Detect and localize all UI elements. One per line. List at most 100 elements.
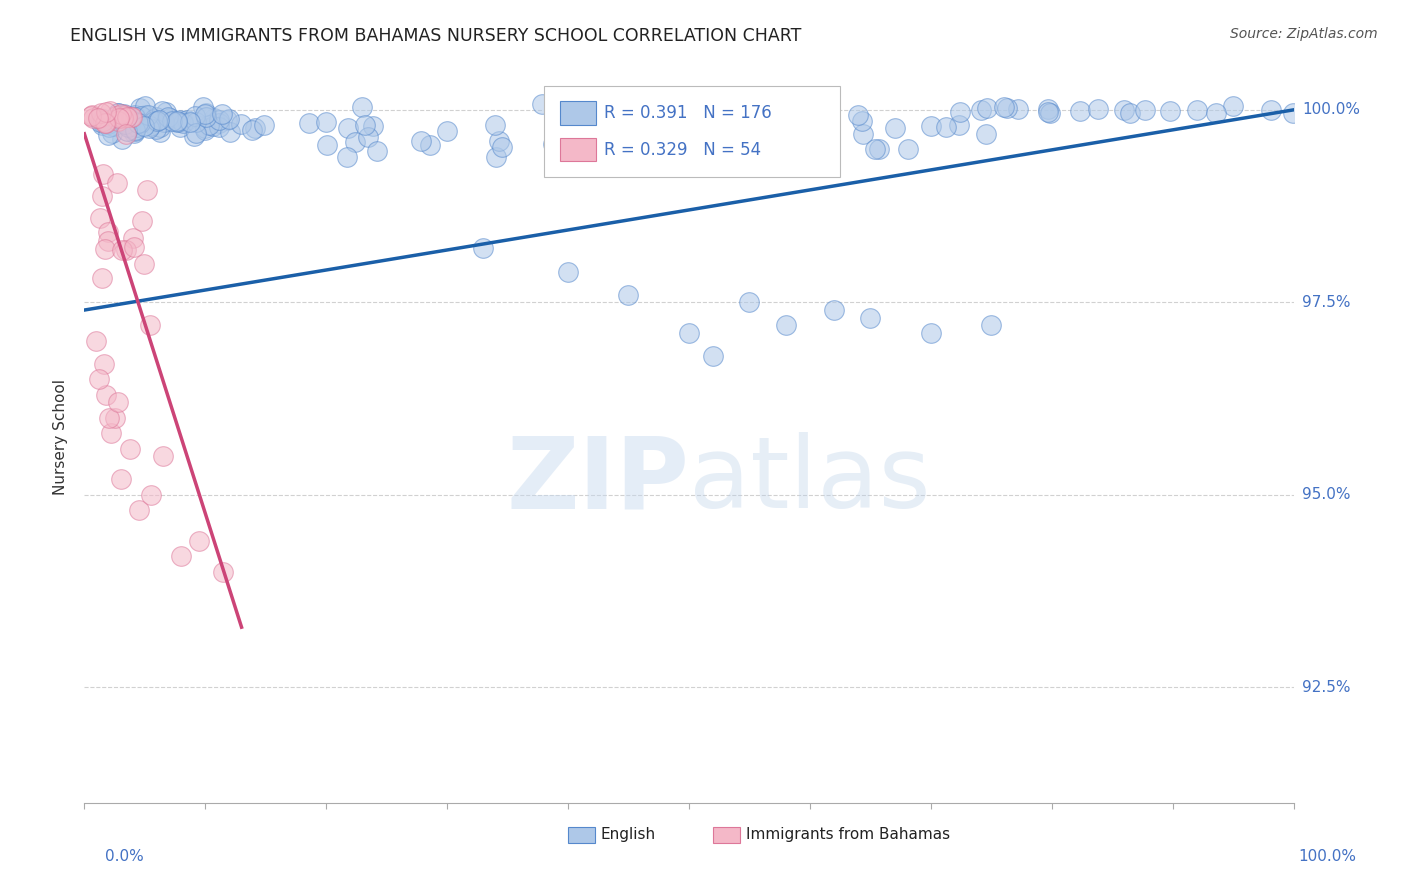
Point [869, 142, 891, 156]
Point [253, 118, 276, 132]
Point [361, 120, 384, 134]
Point [219, 125, 242, 139]
Point [134, 99, 156, 113]
Point [243, 121, 266, 136]
Point [82, 111, 104, 125]
Point [974, 127, 997, 141]
Text: 97.5%: 97.5% [1302, 295, 1350, 310]
Point [112, 112, 135, 127]
Point [124, 123, 146, 137]
Point [884, 121, 907, 136]
Point [80, 107, 103, 121]
Point [179, 115, 201, 129]
Point [995, 102, 1018, 116]
Point [823, 303, 845, 318]
Text: Immigrants from Bahamas: Immigrants from Bahamas [745, 828, 950, 842]
Point [105, 109, 128, 123]
Point [110, 107, 132, 121]
Point [194, 121, 217, 136]
Point [114, 128, 136, 142]
Point [761, 136, 783, 150]
Point [145, 110, 167, 124]
Point [557, 264, 579, 278]
Point [128, 503, 150, 517]
Point [588, 151, 610, 165]
Point [90, 115, 112, 129]
Point [1112, 103, 1135, 117]
Point [336, 120, 359, 135]
Point [409, 134, 432, 148]
Point [613, 101, 636, 115]
Point [197, 118, 219, 132]
Point [678, 326, 700, 340]
Point [117, 120, 139, 135]
Point [134, 108, 156, 122]
Point [948, 118, 970, 132]
Point [139, 488, 162, 502]
Point [530, 97, 553, 112]
Point [336, 151, 359, 165]
Point [127, 116, 149, 130]
Point [107, 113, 129, 128]
Point [195, 110, 218, 124]
Point [980, 318, 1002, 333]
Point [131, 109, 153, 123]
Point [86, 334, 108, 348]
Point [1036, 103, 1059, 117]
Point [112, 108, 135, 122]
Point [859, 310, 882, 325]
Text: 95.0%: 95.0% [1302, 487, 1350, 502]
Point [97, 128, 120, 142]
Point [969, 103, 991, 118]
Point [110, 110, 132, 124]
Point [122, 127, 145, 141]
Point [1087, 103, 1109, 117]
Point [172, 116, 194, 130]
Point [117, 116, 139, 130]
Point [101, 119, 124, 133]
Point [485, 149, 508, 163]
Point [110, 472, 132, 486]
Point [208, 112, 231, 127]
Point [1282, 106, 1305, 120]
Point [96, 235, 118, 249]
Point [121, 110, 143, 124]
Point [574, 117, 596, 131]
Point [120, 110, 142, 124]
Point [93, 116, 115, 130]
Point [935, 120, 957, 134]
Point [124, 110, 146, 124]
Point [166, 113, 188, 128]
Point [218, 112, 240, 127]
Point [115, 110, 138, 124]
Point [589, 96, 612, 111]
Point [184, 109, 207, 123]
Point [436, 124, 458, 138]
Point [101, 127, 124, 141]
Point [184, 115, 207, 129]
Point [1260, 103, 1282, 117]
Point [208, 120, 231, 134]
Point [90, 112, 112, 126]
Point [1036, 104, 1059, 119]
Point [1069, 104, 1091, 119]
Point [127, 115, 149, 129]
Point [97, 410, 120, 425]
Point [139, 116, 162, 130]
Point [194, 123, 217, 137]
Point [139, 119, 162, 133]
Point [993, 100, 1015, 114]
Point [91, 114, 114, 128]
Text: 0.0%: 0.0% [105, 849, 145, 864]
Point [194, 106, 217, 120]
Point [91, 188, 114, 202]
Point [124, 108, 146, 122]
Point [159, 111, 181, 125]
Point [543, 136, 565, 151]
Point [920, 326, 942, 340]
Text: Source: ZipAtlas.com: Source: ZipAtlas.com [1230, 27, 1378, 41]
Point [488, 134, 510, 148]
Point [735, 102, 758, 116]
Point [170, 549, 193, 564]
Point [419, 138, 441, 153]
